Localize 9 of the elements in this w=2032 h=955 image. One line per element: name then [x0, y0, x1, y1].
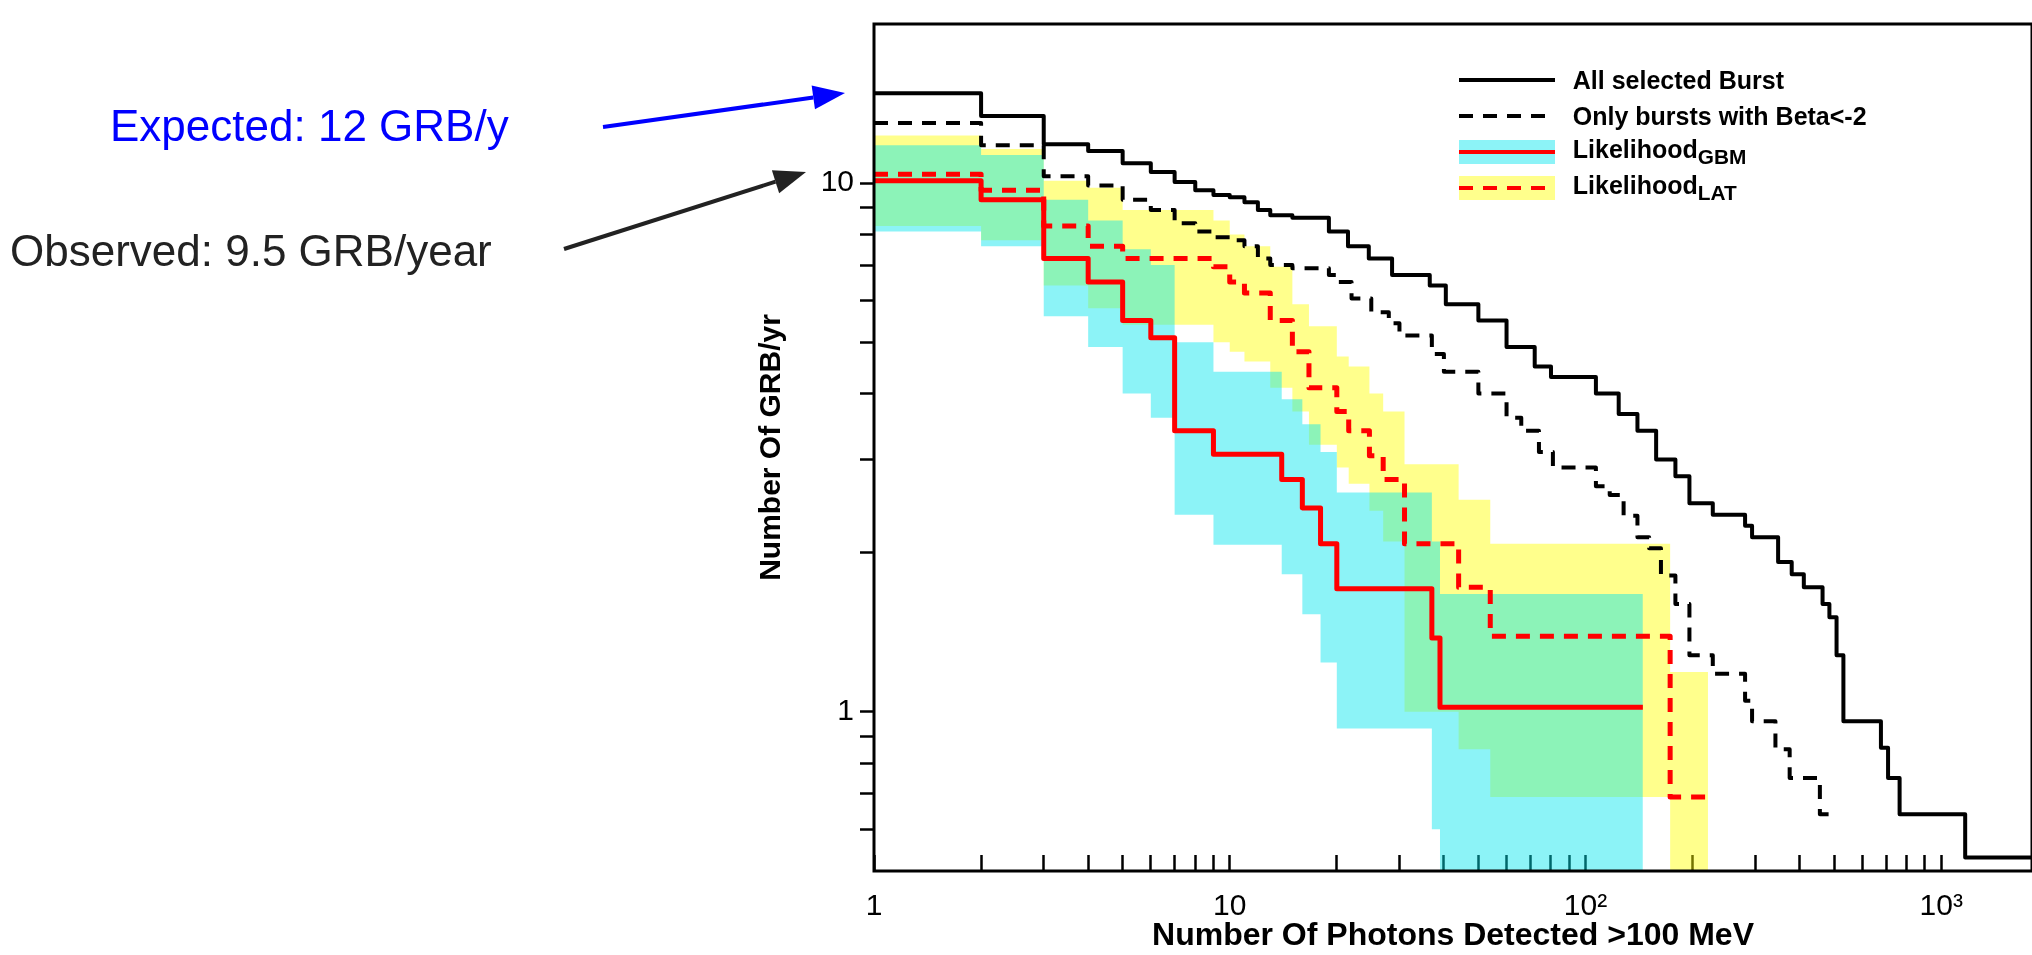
- legend-label: Likelihood$_{LAT}$: [1572, 171, 1737, 206]
- y-axis-title: Number Of GRB/yr: [753, 313, 787, 581]
- legend-label: All selected Burst: [1572, 65, 1784, 95]
- x-tick-label: 1: [865, 888, 883, 922]
- legend-label: Likelihood$_{GBM}$: [1572, 135, 1747, 170]
- text: Observed: 9.5 GRB/year: [10, 226, 492, 275]
- text: Expected: 12 GRB/y: [110, 101, 509, 150]
- legend-label: Only bursts with Beta<-2: [1572, 101, 1867, 131]
- x-tick-label: 10³: [1919, 888, 1963, 922]
